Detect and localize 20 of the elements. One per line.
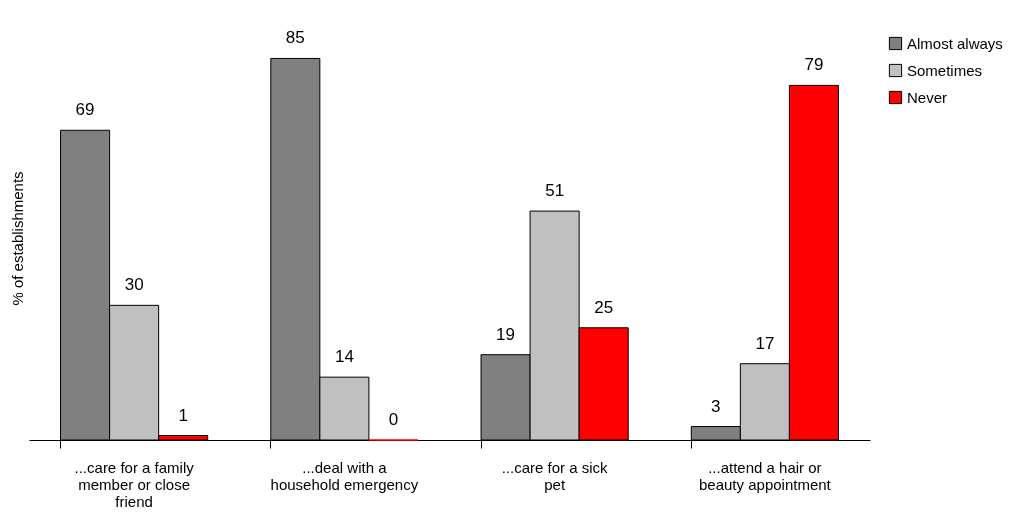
x-tick-label: ...attend a hair or beauty appointment: [698, 458, 832, 493]
data-label: 69: [75, 100, 95, 120]
data-label: 0: [388, 410, 399, 429]
data-label: 30: [124, 275, 144, 295]
data-label: 25: [594, 297, 614, 317]
x-tick-label: ...care for a family member or close friend: [74, 458, 195, 510]
x-tick-label: ...care for a sick pet: [501, 458, 609, 493]
data-label: 19: [496, 324, 516, 344]
legend-label: Never: [907, 88, 948, 106]
data-label: 17: [755, 333, 775, 353]
data-label: 14: [334, 347, 354, 367]
legend-label: Sometimes: [907, 61, 983, 79]
data-label: 85: [285, 28, 305, 48]
data-label: 3: [711, 396, 721, 416]
data-label: 79: [804, 55, 824, 75]
legend-label: Almost always: [907, 34, 1003, 52]
data-label: 51: [545, 181, 565, 201]
y-axis-title: % of establishments: [8, 171, 26, 306]
data-label: 1: [178, 405, 188, 425]
x-tick-label: ...deal with a household emergency: [270, 458, 419, 493]
